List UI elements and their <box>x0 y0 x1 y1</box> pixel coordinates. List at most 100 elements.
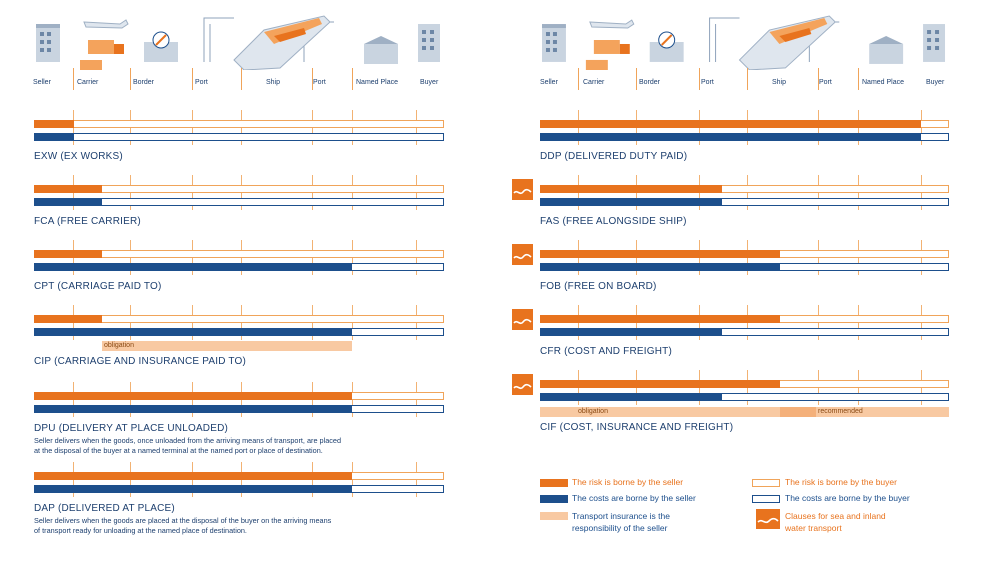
legend-cost-seller: The costs are borne by the seller <box>572 493 696 503</box>
left-cip-cost-bar <box>34 328 352 336</box>
left-fca-title: FCA (FREE CARRIER) <box>34 216 141 227</box>
seller-building-icon <box>36 24 60 62</box>
left-dap-desc-line: Seller delivers when the goods are place… <box>34 516 332 525</box>
legend-risk-seller: The risk is borne by the seller <box>572 477 684 487</box>
legend-risk-buyer: The risk is borne by the buyer <box>785 477 897 487</box>
right-ddp-title: DDP (DELIVERED DUTY PAID) <box>540 151 688 162</box>
left-stage-divider <box>352 68 353 90</box>
legend-sea-line2: water transport <box>785 523 842 533</box>
right-stage-label-named-place: Named Place <box>862 79 905 86</box>
left-dap-title: DAP (DELIVERED AT PLACE) <box>34 503 175 514</box>
right-cif-risk-bar <box>540 380 780 388</box>
left-cpt-risk-bar <box>34 250 102 258</box>
left-stage-divider <box>241 68 242 90</box>
left-cip-title: CIP (CARRIAGE AND INSURANCE PAID TO) <box>34 356 247 367</box>
left-dpu-title: DPU (DELIVERY AT PLACE UNLOADED) <box>34 423 229 434</box>
right-cfr-risk-bar <box>540 315 780 323</box>
left-exw-title: EXW (EX WORKS) <box>34 151 123 162</box>
right-stage-label-carrier: Carrier <box>583 79 605 86</box>
left-cip-risk-bar <box>34 315 102 323</box>
right-stage-label-port: Port <box>701 79 714 86</box>
right-fas-title: FAS (FREE ALONGSIDE SHIP) <box>540 216 687 227</box>
right-stage-divider <box>858 68 859 90</box>
left-stage-label-port: Port <box>195 79 208 86</box>
left-stage-label-seller: Seller <box>33 79 51 86</box>
left-stage-divider <box>312 68 313 90</box>
right-stage-divider <box>578 68 579 90</box>
right-stage-divider <box>747 68 748 90</box>
seller-building-icon <box>541 24 566 62</box>
right-cfr-cost-bar <box>540 328 722 336</box>
left-cip-insurance-bar <box>102 341 352 351</box>
cargo-ship-icon <box>738 15 836 71</box>
right-stage-label-ship: Ship <box>772 79 787 86</box>
right-cif-insurance-mid-bar <box>780 407 816 417</box>
legend-insurance-line1: Transport insurance is the <box>572 511 670 521</box>
legend-sea-icon <box>756 509 780 529</box>
warehouse-icon <box>364 36 398 64</box>
right-fob-title: FOB (FREE ON BOARD) <box>540 281 657 292</box>
cargo-ship-icon <box>233 15 331 71</box>
right-stage-divider <box>818 68 819 90</box>
left-fca-risk-bar <box>34 185 102 193</box>
left-exw-risk-bar <box>34 120 74 128</box>
left-cip-insurance-label: obligation <box>104 342 134 349</box>
left-stage-label-carrier: Carrier <box>77 79 99 86</box>
warehouse-icon <box>869 36 904 64</box>
left-stage-label-buyer: Buyer <box>420 79 439 86</box>
left-dap-risk-bar <box>34 472 352 480</box>
left-illustration <box>34 10 444 74</box>
right-fas-sea-transport-icon <box>512 179 533 200</box>
legend-cost-buyer: The costs are borne by the buyer <box>785 493 910 503</box>
right-cif-cost-bar <box>540 393 722 401</box>
buyer-building-icon <box>418 24 440 62</box>
customs-building-icon <box>649 31 684 62</box>
right-cfr-title: CFR (COST AND FREIGHT) <box>540 346 672 357</box>
left-stage-divider <box>130 68 131 90</box>
legend-cost-buyer-swatch <box>752 495 780 503</box>
left-cpt-cost-bar <box>34 263 352 271</box>
left-stage-divider <box>73 68 74 90</box>
left-stage-label-ship: Ship <box>266 79 281 86</box>
left-stage-label-named-place: Named Place <box>356 79 399 86</box>
right-stage-label-seller: Seller <box>540 79 558 86</box>
right-stage-label-border: Border <box>639 79 661 86</box>
legend-insurance-line2: responsibility of the seller <box>572 523 668 533</box>
legend-sea-line1: Clauses for sea and inland <box>785 511 886 521</box>
airplane-icon <box>83 19 129 29</box>
legend-insurance-swatch <box>540 512 568 520</box>
airplane-icon <box>589 19 635 29</box>
right-cif-insurance-obligation-bar <box>540 407 780 417</box>
right-cif-sea-transport-icon <box>512 374 533 395</box>
left-exw-risk-outline <box>34 120 444 128</box>
left-stage-label-border: Border <box>133 79 155 86</box>
right-cfr-sea-transport-icon <box>512 309 533 330</box>
left-dap-cost-bar <box>34 485 352 493</box>
right-ddp-cost-bar <box>540 133 921 141</box>
right-fas-risk-bar <box>540 185 722 193</box>
legend-cost-seller-swatch <box>540 495 568 503</box>
left-dpu-cost-bar <box>34 405 352 413</box>
right-cif-insurance-recommended-label: recommended <box>818 408 863 415</box>
truck-icon <box>585 40 630 74</box>
left-cpt-title: CPT (CARRIAGE PAID TO) <box>34 281 162 292</box>
left-stage-divider <box>192 68 193 90</box>
right-fas-cost-bar <box>540 198 722 206</box>
right-fob-cost-bar <box>540 263 780 271</box>
left-exw-cost-outline <box>34 133 444 141</box>
left-exw-cost-bar <box>34 133 74 141</box>
left-fca-cost-bar <box>34 198 102 206</box>
right-fob-sea-transport-icon <box>512 244 533 265</box>
right-stage-label-buyer: Buyer <box>926 79 945 86</box>
legend-risk-buyer-swatch <box>752 479 780 487</box>
truck-icon <box>80 40 124 74</box>
legend-risk-seller-swatch <box>540 479 568 487</box>
right-fob-risk-bar <box>540 250 780 258</box>
left-dpu-desc-line: at the disposal of the buyer at a named … <box>34 446 323 455</box>
right-cif-insurance-obligation-label: obligation <box>578 408 608 415</box>
right-illustration <box>540 10 949 74</box>
right-ddp-risk-bar <box>540 120 921 128</box>
right-stage-divider <box>636 68 637 90</box>
left-dpu-risk-bar <box>34 392 352 400</box>
right-stage-label-port: Port <box>819 79 832 86</box>
